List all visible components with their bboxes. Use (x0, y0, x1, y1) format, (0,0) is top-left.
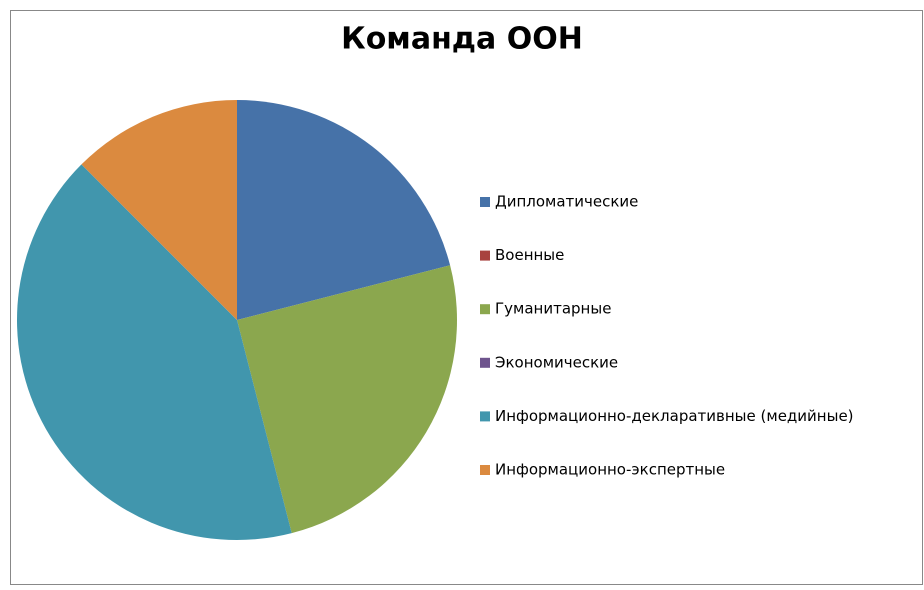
pie-slice (237, 100, 451, 320)
legend-label: Информационно-декларативные (медийные) (495, 407, 854, 425)
chart-title: Команда ООН (341, 22, 583, 57)
legend-label: Гуманитарные (495, 300, 611, 318)
legend-swatch (480, 304, 490, 315)
pie-slice (237, 265, 457, 534)
legend-label: Информационно-экспертные (495, 461, 725, 479)
pie-slice (81, 100, 237, 320)
legend-swatch (480, 465, 490, 475)
legend-swatch (480, 250, 490, 261)
legend-swatch (480, 197, 490, 207)
legend-label: Военные (495, 246, 564, 264)
pie-slice (17, 164, 292, 540)
legend-swatch (480, 411, 490, 422)
legend-label: Дипломатические (495, 193, 638, 211)
legend-swatch (480, 357, 490, 368)
legend-label: Экономические (495, 353, 618, 371)
